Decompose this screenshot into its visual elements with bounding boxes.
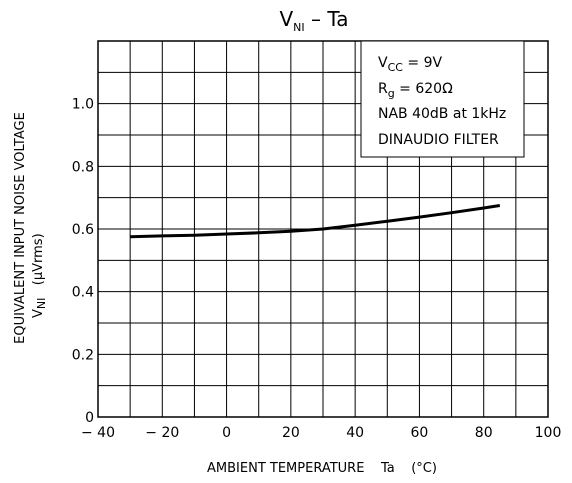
x-tick-label: 60 [411, 425, 429, 441]
annotation-rg: Rg = 620Ω [378, 81, 453, 100]
series-layer [130, 204, 501, 239]
x-axis-label: AMBIENT TEMPERATURE Ta (°C) [207, 461, 437, 476]
y-tick-label: 0.4 [72, 285, 94, 301]
y-tick-label: 0.6 [72, 222, 94, 238]
annotation-filter: DINAUDIO FILTER [378, 132, 499, 148]
y-tick-label: 0.8 [72, 159, 94, 175]
annotation-nab: NAB 40dB at 1kHz [378, 106, 506, 122]
annotation-vcc: VCC = 9V [378, 55, 442, 74]
x-tick-label: − 20 [145, 425, 179, 441]
axis-layer: − 40 − 20 0 20 40 60 80 100 0 0.2 0.4 0.6 0.8 1.0 [72, 97, 562, 441]
x-tick-label: 0 [222, 425, 231, 441]
x-tick-label: 80 [475, 425, 493, 441]
y-axis-label-line1: EQUIVALENT INPUT NOISE VOLTAGE [13, 112, 28, 344]
y-tick-label: 0.2 [72, 347, 94, 363]
x-tick-label: − 40 [81, 425, 115, 441]
y-tick-label: 1.0 [72, 97, 94, 113]
x-tick-label: 40 [346, 425, 364, 441]
plot-frame [97, 40, 549, 418]
series-line [130, 204, 501, 239]
annotation-box [360, 40, 525, 158]
x-tick-label: 20 [282, 425, 300, 441]
y-axis-label-line2: VNI (μVrms) [31, 233, 48, 318]
chart-title: VNI – Ta [279, 7, 348, 34]
x-tick-label: 100 [535, 425, 562, 441]
y-tick-label: 0 [85, 410, 94, 426]
